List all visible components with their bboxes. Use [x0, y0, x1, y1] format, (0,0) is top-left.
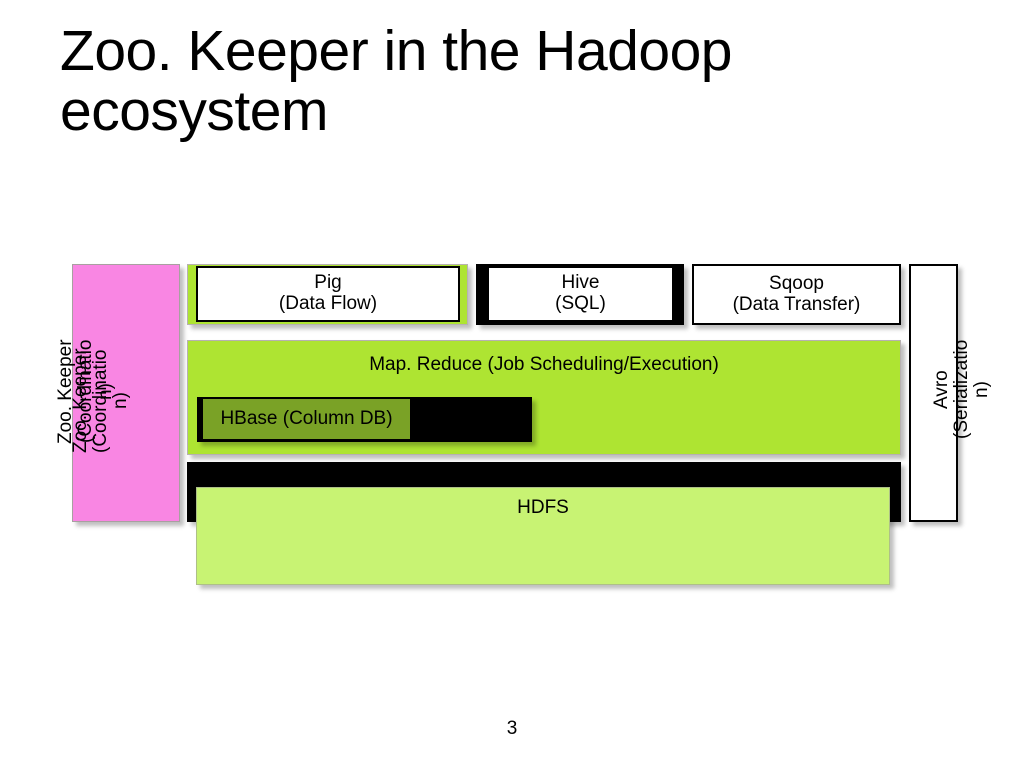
pig-label: Pig (Data Flow): [279, 273, 377, 315]
hbase-label: HBase (Column DB): [220, 409, 392, 430]
pig-block: Pig (Data Flow): [196, 266, 460, 322]
sqoop-block: Sqoop (Data Transfer): [692, 264, 901, 325]
page-number: 3: [0, 718, 1024, 740]
hadoop-ecosystem-diagram: Zoo. Keeper (Coordinatio n) Zoo. Keeper …: [72, 264, 958, 590]
hdfs-block: HDFS: [196, 487, 890, 585]
hdfs-label: HDFS: [517, 498, 569, 519]
mapreduce-label: Map. Reduce (Job Scheduling/Execution): [369, 355, 719, 376]
mapreduce-label-box: Map. Reduce (Job Scheduling/Execution): [187, 346, 901, 384]
hive-block: Hive (SQL): [487, 266, 674, 322]
slide: Zoo. Keeper in the Hadoop ecosystem Zoo.…: [0, 0, 1024, 768]
zookeeper-label-overlay: Zoo. Keeper (Coordinatio n): [56, 314, 116, 469]
avro-label: Avro (Serializatio n): [932, 312, 992, 467]
slide-title: Zoo. Keeper in the Hadoop ecosystem: [60, 22, 940, 142]
sqoop-label: Sqoop (Data Transfer): [733, 274, 861, 316]
hbase-block: HBase (Column DB): [203, 399, 410, 439]
hive-label: Hive (SQL): [555, 273, 606, 315]
